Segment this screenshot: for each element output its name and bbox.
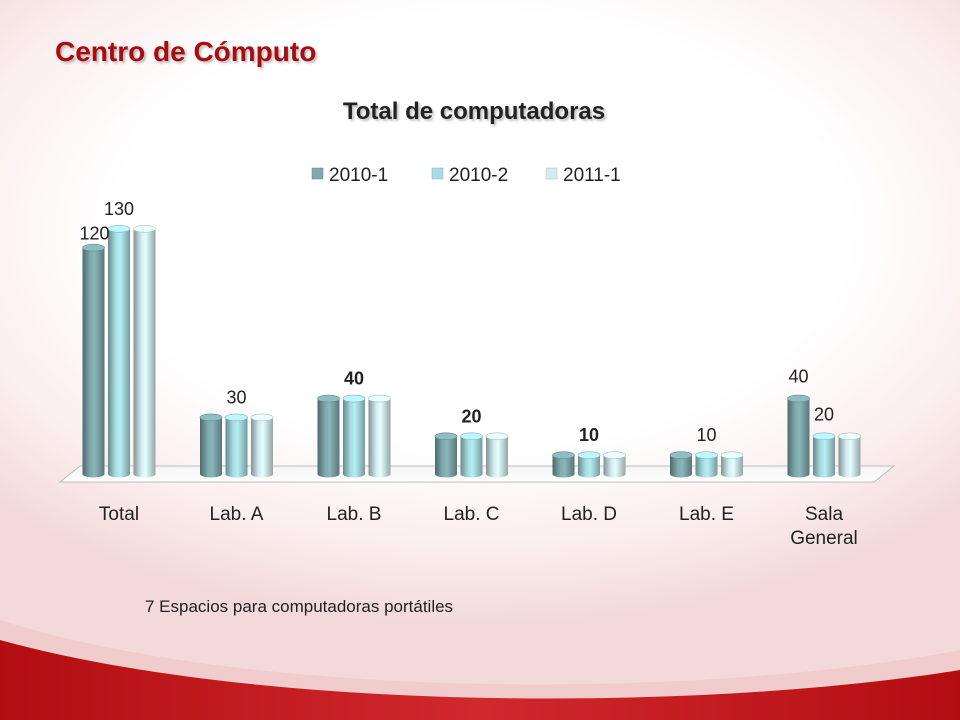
bar xyxy=(838,432,861,478)
bar-cap xyxy=(787,394,810,403)
bar-cap xyxy=(460,432,483,441)
data-label: 40 xyxy=(344,369,364,389)
legend-swatch xyxy=(311,167,324,180)
slide-title: Centro de Cómputo xyxy=(55,36,317,67)
data-label: 130 xyxy=(104,199,134,219)
bar xyxy=(82,243,105,478)
bar-cap xyxy=(695,451,718,459)
bar-cap xyxy=(107,225,131,233)
bar-cap xyxy=(199,413,223,422)
bar-body xyxy=(133,228,156,478)
legend-label: 2011-1 xyxy=(563,165,621,186)
legend: 2010-1 2010-2 2011-1 xyxy=(311,165,621,186)
data-label: 10 xyxy=(579,425,599,445)
bar-cap xyxy=(133,225,156,233)
bar-body xyxy=(670,455,692,478)
chart-title: Total de computadoras xyxy=(342,98,606,125)
bar-cap xyxy=(812,432,836,441)
legend-label: 2010-1 xyxy=(329,165,388,186)
bar-body xyxy=(838,436,861,478)
bar-cap xyxy=(485,432,509,441)
bar xyxy=(368,394,391,478)
x-tick-label: Lab. E xyxy=(679,504,734,525)
bar xyxy=(695,451,718,478)
bar xyxy=(317,394,340,478)
bar xyxy=(107,225,131,478)
bar-body xyxy=(721,455,743,478)
bar-cap xyxy=(434,432,458,441)
x-tick-label: Sala General xyxy=(790,504,858,549)
legend-swatch xyxy=(431,167,444,180)
legend-swatch xyxy=(545,167,558,180)
x-tick-label: Lab. B xyxy=(327,504,382,525)
data-label: 120 xyxy=(79,224,109,244)
data-label: 20 xyxy=(814,404,834,424)
bar-body xyxy=(200,417,222,478)
legend-label: 2010-2 xyxy=(449,165,508,186)
bar-cap xyxy=(552,451,575,459)
bar xyxy=(669,451,693,478)
data-labels-group: 120 130 30 40 20 10 10 40 20 xyxy=(79,199,834,445)
bar-body xyxy=(225,417,248,478)
bar-body xyxy=(787,398,810,478)
bar-body xyxy=(486,436,508,478)
bar-body xyxy=(251,417,273,478)
bar-body xyxy=(695,455,718,478)
bar-cap xyxy=(368,394,391,403)
x-tick-label: Lab. A xyxy=(210,504,264,525)
bar-cap xyxy=(838,432,861,441)
bar-body xyxy=(108,228,130,478)
bar xyxy=(603,451,626,478)
bar-cap xyxy=(317,394,340,403)
bar-body xyxy=(813,436,835,478)
x-tick-labels-group: Total Lab. A Lab. B Lab. C Lab. D Lab. E Sala G… xyxy=(99,504,858,549)
bar-cap xyxy=(225,413,248,422)
bar-body xyxy=(435,436,457,478)
bar-body xyxy=(317,398,340,478)
x-tick-label: Lab. C xyxy=(444,504,500,525)
footnote: 7 Espacios para computadoras portátiles xyxy=(145,597,454,616)
bar-cap xyxy=(577,451,601,459)
data-label: 30 xyxy=(226,387,246,407)
bar xyxy=(552,451,575,478)
bar xyxy=(787,394,810,478)
bar-cap xyxy=(669,451,693,459)
bar-body xyxy=(460,436,483,478)
bar xyxy=(225,413,248,478)
bar xyxy=(812,432,836,478)
bar-body xyxy=(552,455,575,478)
x-tick-label: Total xyxy=(99,504,139,525)
bar-cap xyxy=(342,394,366,403)
data-label: 10 xyxy=(696,425,716,445)
bar-cap xyxy=(82,243,105,252)
bar xyxy=(460,432,483,478)
bar xyxy=(485,432,509,478)
band-main xyxy=(0,640,960,720)
bar-cap xyxy=(250,413,274,422)
bars-group xyxy=(82,225,861,478)
bar-body xyxy=(578,455,600,478)
bar xyxy=(133,225,156,478)
bar xyxy=(434,432,458,478)
data-label: 40 xyxy=(788,367,808,387)
bar xyxy=(342,394,366,478)
bar xyxy=(577,451,601,478)
bar-cap xyxy=(603,451,626,459)
x-tick-label: Lab. D xyxy=(561,504,617,525)
bar-cap xyxy=(720,451,744,459)
bar-body xyxy=(603,455,626,478)
bar xyxy=(199,413,223,478)
bar xyxy=(720,451,744,478)
bar-body xyxy=(368,398,391,478)
data-label: 20 xyxy=(461,406,481,426)
bar-body xyxy=(82,247,105,478)
bar-body xyxy=(343,398,365,478)
bar xyxy=(250,413,274,478)
